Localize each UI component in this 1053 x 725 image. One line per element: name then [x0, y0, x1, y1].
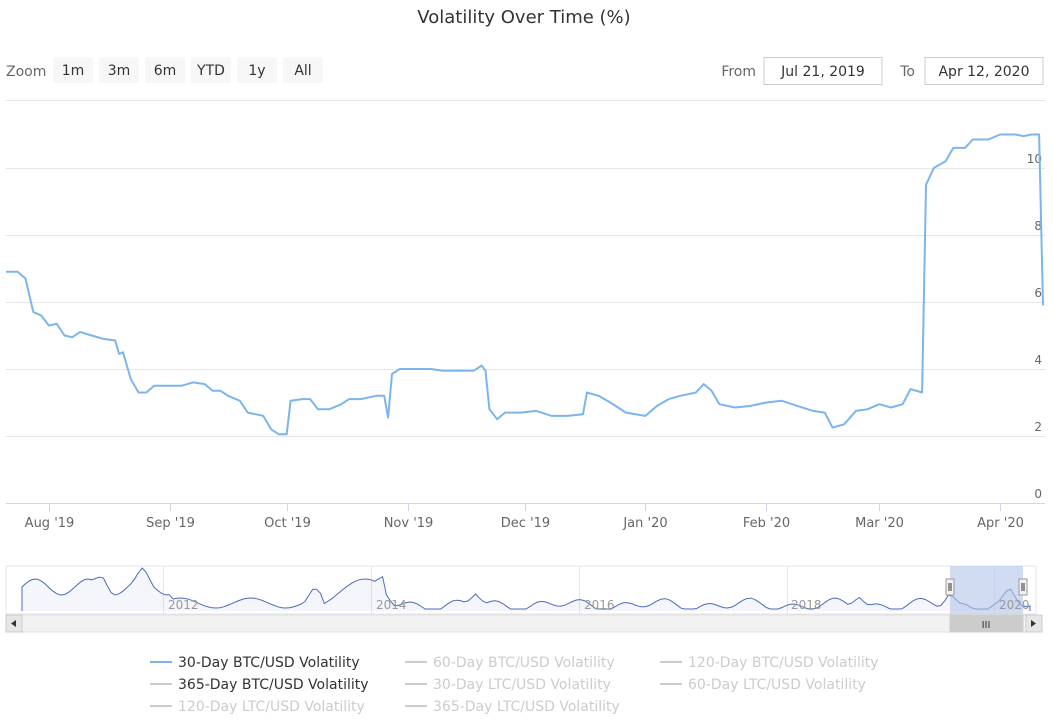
x-tick-label: Sep '19 — [146, 516, 195, 531]
y-tick-label: 0 — [1034, 487, 1042, 501]
x-axis-ticks: Aug '19 Sep '19 Oct '19 Nov '19 Dec '19 Jan '… — [25, 503, 1024, 531]
zoom-button-1y[interactable]: 1y — [237, 57, 277, 83]
navigator-year-label: 2016 — [584, 598, 615, 612]
x-tick-label: Feb '20 — [743, 516, 790, 531]
chevron-right-icon — [1031, 620, 1036, 627]
zoom-button-all[interactable]: All — [283, 57, 323, 83]
legend-item[interactable]: 120-Day BTC/USD Volatility — [660, 655, 879, 671]
range-from-value: Jul 21, 2019 — [780, 64, 865, 80]
legend-item-label: 120-Day LTC/USD Volatility — [178, 699, 365, 715]
plot-area[interactable] — [6, 133, 1044, 436]
x-tick-label: Oct '19 — [264, 516, 311, 531]
legend-item[interactable]: 30-Day LTC/USD Volatility — [405, 677, 611, 693]
legend-item[interactable]: 120-Day LTC/USD Volatility — [150, 699, 365, 715]
chart-title: Volatility Over Time (%) — [417, 7, 630, 28]
legend-item[interactable]: 365-Day LTC/USD Volatility — [405, 699, 620, 715]
navigator-year-label: 2012 — [168, 598, 199, 612]
zoom-button-label: YTD — [196, 63, 225, 79]
y-axis-ticks: 0 2 4 6 8 10 — [1027, 152, 1042, 501]
scrollbar-track[interactable] — [5, 614, 1043, 633]
y-tick-label: 10 — [1027, 152, 1042, 166]
zoom-button-label: 3m — [108, 63, 131, 79]
range-to-input[interactable]: Apr 12, 2020 — [924, 57, 1044, 85]
x-tick-label: Nov '19 — [384, 516, 434, 531]
zoom-button-ytd[interactable]: YTD — [191, 57, 231, 83]
navigator-year-label: 2020 — [999, 598, 1030, 612]
scrollbar-grip-icon: III — [982, 620, 991, 631]
y-tick-label: 8 — [1034, 219, 1042, 233]
scrollbar[interactable]: III — [5, 614, 1043, 633]
navigator-handle-left[interactable] — [945, 578, 955, 596]
navigator-background — [5, 565, 1037, 615]
legend-item-label: 365-Day BTC/USD Volatility — [178, 677, 369, 693]
zoom-button-label: 1m — [62, 63, 85, 79]
legend-item[interactable]: 30-Day BTC/USD Volatility — [150, 655, 360, 671]
legend-item[interactable]: 60-Day LTC/USD Volatility — [660, 677, 866, 693]
x-tick-label: Dec '19 — [501, 516, 550, 531]
x-tick-label: Mar '20 — [855, 516, 904, 531]
range-to-label: To — [899, 64, 915, 80]
legend-item[interactable]: 365-Day BTC/USD Volatility — [150, 677, 369, 693]
legend-item-label: 30-Day BTC/USD Volatility — [178, 655, 360, 671]
navigator-selected-range[interactable] — [950, 566, 1023, 614]
y-tick-label: 6 — [1034, 286, 1042, 300]
zoom-button-label: All — [294, 63, 311, 79]
x-tick-label: Apr '20 — [977, 516, 1024, 531]
gridlines — [6, 100, 1045, 437]
y-tick-label: 4 — [1034, 353, 1042, 367]
legend-item[interactable]: 60-Day BTC/USD Volatility — [405, 655, 615, 671]
x-tick-label: Jan '20 — [622, 516, 667, 531]
legend-item-label: 365-Day LTC/USD Volatility — [433, 699, 620, 715]
y-tick-label: 2 — [1034, 420, 1042, 434]
navigator-year-label: 2018 — [791, 598, 822, 612]
range-from-input[interactable]: Jul 21, 2019 — [763, 57, 883, 85]
zoom-button-6m[interactable]: 6m — [145, 57, 185, 83]
chevron-left-icon — [11, 620, 16, 627]
range-to-value: Apr 12, 2020 — [938, 64, 1029, 80]
scrollbar-left-arrow[interactable] — [5, 614, 23, 633]
legend-item-label: 30-Day LTC/USD Volatility — [433, 677, 611, 693]
navigator-handle-right[interactable] — [1018, 578, 1028, 596]
zoom-button-label: 6m — [154, 63, 177, 79]
zoom-button-1m[interactable]: 1m — [53, 57, 93, 83]
legend-item-label: 120-Day BTC/USD Volatility — [688, 655, 879, 671]
legend: 30-Day BTC/USD Volatility 60-Day BTC/USD … — [150, 655, 879, 715]
scrollbar-thumb[interactable]: III — [949, 614, 1024, 633]
navigator[interactable]: 2012 2014 2016 2018 2020 — [5, 565, 1037, 615]
zoom-button-3m[interactable]: 3m — [99, 57, 139, 83]
zoom-button-label: 1y — [248, 63, 265, 79]
scrollbar-right-arrow[interactable] — [1025, 614, 1043, 633]
legend-item-label: 60-Day BTC/USD Volatility — [433, 655, 615, 671]
x-tick-label: Aug '19 — [25, 516, 75, 531]
navigator-year-label: 2014 — [376, 598, 407, 612]
range-from-label: From — [721, 64, 756, 80]
zoom-label: Zoom — [6, 64, 46, 80]
series-line-1[interactable] — [6, 133, 1044, 436]
navigator-series-line — [21, 567, 1031, 611]
legend-item-label: 60-Day LTC/USD Volatility — [688, 677, 866, 693]
